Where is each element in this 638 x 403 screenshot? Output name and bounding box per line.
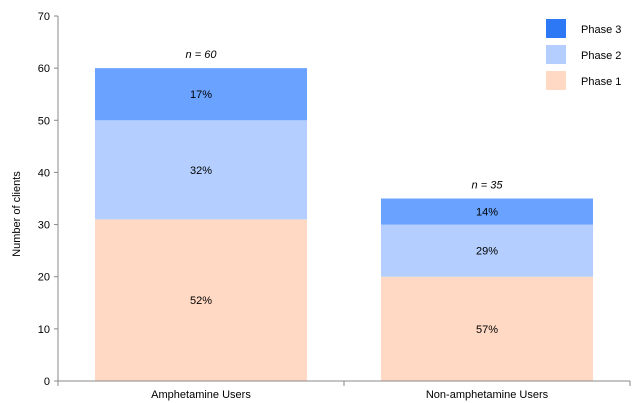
y-axis: 0 10 20 30 40 50 60 70 xyxy=(38,11,59,388)
bar-segment-phase-2 xyxy=(95,120,307,220)
y-tick-label: 20 xyxy=(38,272,50,284)
bar-segment-phase-2 xyxy=(381,224,593,277)
x-category-label: Non-amphetamine Users xyxy=(426,389,549,401)
legend: Phase 3 Phase 2 Phase 1 xyxy=(546,19,621,90)
segment-percent-label: 32% xyxy=(190,165,212,177)
bar-segment-phase-3 xyxy=(95,68,307,121)
legend-swatch-phase-2 xyxy=(546,45,566,64)
y-tick-label: 50 xyxy=(38,115,50,127)
legend-swatch-phase-1 xyxy=(546,71,566,90)
x-category-label: Amphetamine Users xyxy=(151,389,251,401)
y-tick-label: 30 xyxy=(38,220,50,232)
legend-label: Phase 3 xyxy=(581,24,621,36)
bar-total-label: n = 60 xyxy=(186,49,218,61)
legend-label: Phase 1 xyxy=(581,76,621,88)
y-tick-label: 40 xyxy=(38,167,50,179)
bars: 52% 32% 17% n = 60 57% 29% 14% n = 35 xyxy=(95,49,593,381)
y-tick-label: 70 xyxy=(38,11,50,23)
bar-segment-phase-3 xyxy=(381,198,593,225)
segment-percent-label: 17% xyxy=(190,89,212,101)
y-tick-label: 10 xyxy=(38,324,50,336)
bar-total-label: n = 35 xyxy=(472,180,504,192)
bar-segment-phase-1 xyxy=(95,219,307,381)
segment-percent-label: 52% xyxy=(190,295,212,307)
segment-percent-label: 57% xyxy=(476,324,498,336)
legend-label: Phase 2 xyxy=(581,50,621,62)
bar-segment-phase-1 xyxy=(381,276,593,381)
legend-swatch-phase-3 xyxy=(546,19,566,38)
segment-percent-label: 29% xyxy=(476,246,498,258)
x-axis: Amphetamine Users Non-amphetamine Users xyxy=(57,380,631,401)
y-axis-label: Number of clients xyxy=(11,171,23,257)
y-tick-label: 0 xyxy=(44,376,50,388)
y-tick-label: 60 xyxy=(38,63,50,75)
segment-percent-label: 14% xyxy=(476,207,498,219)
